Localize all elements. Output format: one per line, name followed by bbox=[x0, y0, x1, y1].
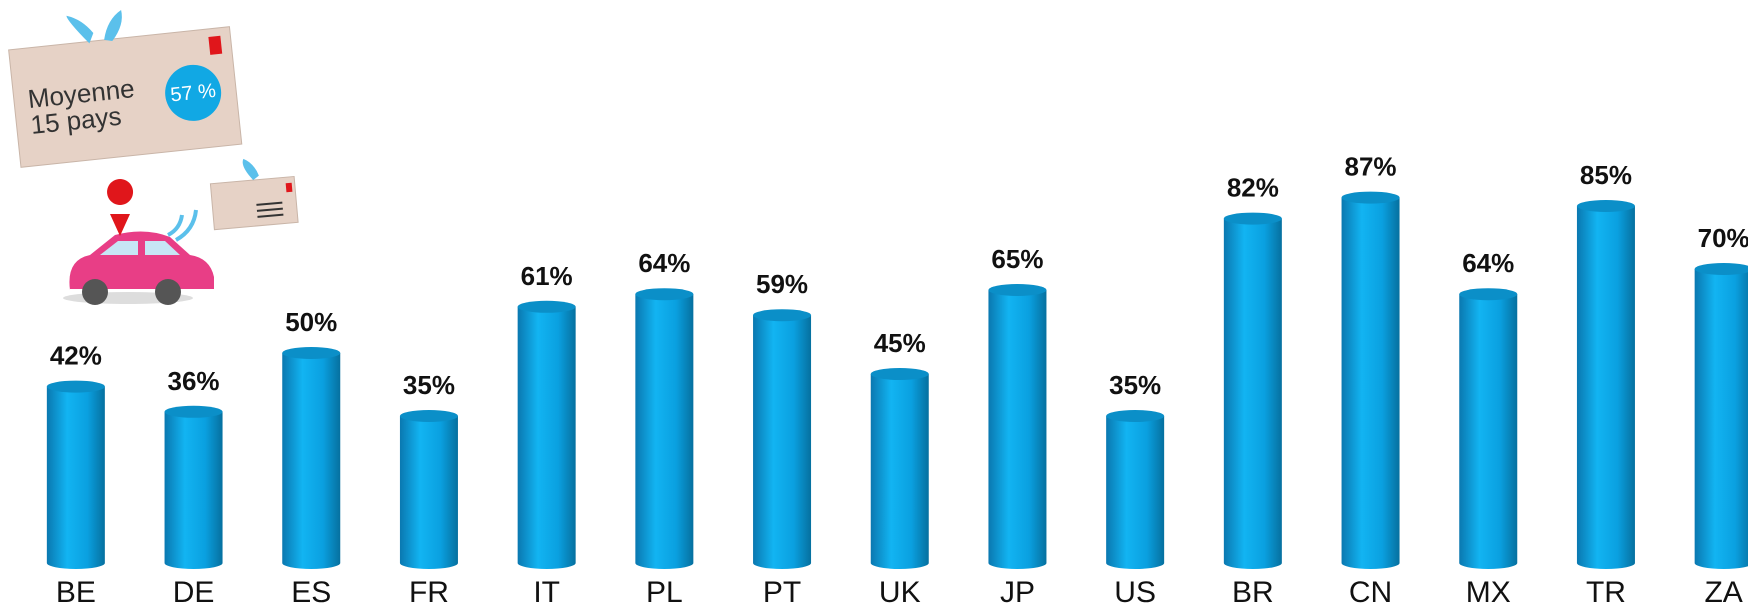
x-tick-label: ZA bbox=[1704, 576, 1742, 606]
bar bbox=[1576, 206, 1635, 569]
value-label: 45% bbox=[874, 328, 926, 358]
signal bbox=[167, 209, 198, 242]
value-label: 61% bbox=[521, 261, 573, 291]
bar-cap bbox=[1459, 288, 1518, 301]
average-badge: Moyenne 15 pays 57 % bbox=[8, 9, 243, 168]
x-tick-label: FR bbox=[409, 576, 449, 606]
bar bbox=[988, 290, 1047, 569]
bar bbox=[399, 416, 458, 569]
bar bbox=[282, 353, 341, 569]
x-tick-label: PT bbox=[763, 576, 801, 606]
value-label: 50% bbox=[285, 307, 337, 337]
envelope bbox=[8, 26, 243, 168]
value-label: 64% bbox=[638, 248, 690, 278]
car-illustration bbox=[63, 158, 299, 305]
bar bbox=[1459, 294, 1518, 569]
value-label: 82% bbox=[1227, 173, 1279, 203]
envelope-lines bbox=[256, 201, 284, 218]
bar bbox=[1223, 218, 1282, 569]
small-envelope bbox=[209, 175, 299, 231]
wings bbox=[66, 9, 122, 44]
value-label: 87% bbox=[1345, 152, 1397, 182]
bar-cap bbox=[46, 380, 105, 393]
bar bbox=[1694, 269, 1748, 569]
bar-cap bbox=[164, 405, 223, 418]
bar-cap bbox=[1223, 212, 1282, 225]
bar bbox=[517, 306, 576, 569]
wheel bbox=[155, 279, 181, 305]
bar bbox=[753, 315, 812, 569]
value-label: 35% bbox=[1109, 370, 1161, 400]
x-tick-label: TR bbox=[1586, 576, 1626, 606]
bar bbox=[46, 386, 105, 569]
stamp bbox=[208, 35, 223, 55]
small-stamp bbox=[285, 182, 293, 193]
bar bbox=[635, 294, 694, 569]
x-tick-label: UK bbox=[879, 576, 921, 606]
x-tick-label: IT bbox=[533, 576, 560, 606]
x-tick-label: PL bbox=[646, 576, 683, 606]
bar-cap bbox=[870, 368, 929, 380]
x-tick-label: ES bbox=[291, 576, 331, 606]
bar-cap bbox=[753, 309, 812, 322]
x-tick-label: DE bbox=[173, 576, 215, 606]
bar-cap bbox=[1341, 191, 1400, 204]
value-label: 70% bbox=[1698, 223, 1748, 253]
x-tick-label: MX bbox=[1466, 576, 1511, 606]
value-label: 59% bbox=[756, 269, 808, 299]
value-label: 64% bbox=[1462, 248, 1514, 278]
average-circle bbox=[165, 64, 222, 121]
average-value: 57 % bbox=[169, 80, 217, 107]
value-label: 85% bbox=[1580, 160, 1632, 190]
car-body bbox=[69, 231, 214, 290]
bar-cap bbox=[517, 300, 576, 313]
x-tick-label: BE bbox=[56, 576, 96, 606]
value-label: 42% bbox=[50, 341, 102, 371]
value-label: 35% bbox=[403, 370, 455, 400]
car-window bbox=[100, 241, 180, 255]
bar-cap bbox=[399, 410, 458, 422]
bar-cap bbox=[1106, 410, 1165, 422]
bar-cap bbox=[282, 347, 341, 359]
map-pin bbox=[107, 179, 134, 236]
small-wings bbox=[242, 158, 259, 181]
value-label: 65% bbox=[991, 244, 1043, 274]
bar bbox=[164, 411, 223, 569]
x-tick-label: US bbox=[1114, 576, 1156, 606]
bar-cap bbox=[1576, 200, 1635, 212]
bar-cap bbox=[1694, 263, 1748, 275]
bar-cap bbox=[988, 284, 1047, 296]
wheel bbox=[82, 279, 108, 305]
bar-cap bbox=[635, 288, 694, 301]
x-tick-label: CN bbox=[1349, 576, 1392, 606]
x-tick-label: JP bbox=[1000, 576, 1035, 606]
bar bbox=[1106, 416, 1165, 569]
value-label: 36% bbox=[168, 366, 220, 396]
x-tick-label: BR bbox=[1232, 576, 1274, 606]
bar bbox=[870, 374, 929, 569]
bar bbox=[1341, 197, 1400, 569]
